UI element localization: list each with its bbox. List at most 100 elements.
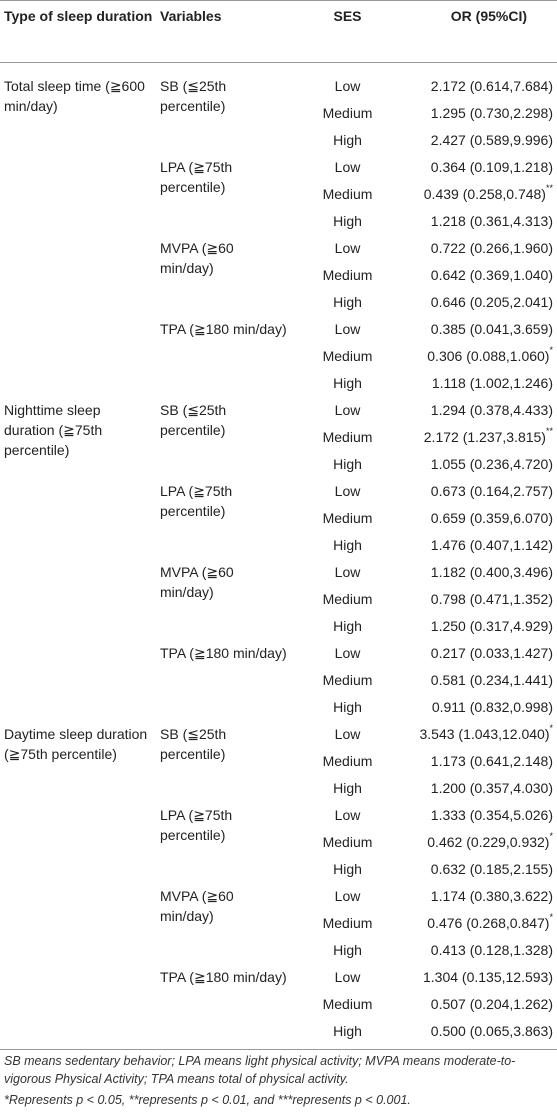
sleep-type-label: Daytime sleep duration (≧75th percentile… [4,726,148,762]
or-cell: 0.364 (0.109,1.218) [431,154,553,181]
or-value: 1.200 (0.357,4.030) [430,780,553,796]
or-value: 0.507 (0.204,1.262) [430,996,553,1012]
or-cell: 1.295 (0.730,2.298) [431,100,553,127]
or-value: 0.798 (0.471,1.352) [430,591,553,607]
table-row: Medium 0.642 (0.369,1.040) [0,262,557,289]
footnote-significance: *Represents p < 0.05, **represents p < 0… [4,1093,411,1107]
ses-cell: Medium [322,267,373,283]
or-cell: 1.182 (0.400,3.496) [431,559,553,586]
ses-cell: Low [334,726,361,742]
sleep-type-label: Nighttime sleep duration (≧75th percenti… [4,402,103,458]
table-row: High 0.500 (0.065,3.863) [0,1018,557,1045]
or-cell: 0.462 (0.229,0.932)* [427,829,553,856]
or-value: 0.646 (0.205,2.041) [430,294,553,310]
ses-cell: Medium [322,429,373,445]
ses-cell: High [333,132,362,148]
table-row: Medium 0.306 (0.088,1.060)* [0,343,557,370]
or-cell: 0.659 (0.359,6.070) [431,505,553,532]
or-value: 1.218 (0.361,4.313) [430,213,553,229]
ses-cell: High [333,294,362,310]
ses-cell: Medium [322,753,373,769]
significance-marker: ** [545,183,553,193]
table-row: Medium 2.172 (1.237,3.815)** [0,424,557,451]
or-value: 1.294 (0.378,4.433) [430,402,553,418]
ses-cell: High [333,213,362,229]
ses-cell: Medium [322,915,373,931]
ses-cell: High [333,618,362,634]
or-value: 1.304 (0.135,12.593) [423,969,553,985]
ses-cell: Low [334,402,361,418]
ses-cell: Low [334,240,361,256]
table-row: Medium 1.173 (0.641,2.148) [0,748,557,775]
header-ses: SES [333,8,362,24]
table-top-rule [0,0,557,1]
or-cell: 0.439 (0.258,0.748)** [424,181,553,208]
sleep-type-label: Total sleep time (≧600 min/day) [4,78,145,114]
table-row: High 2.427 (0.589,9.996) [0,127,557,154]
or-value: 0.385 (0.041,3.659) [430,321,553,337]
ses-cell: High [333,861,362,877]
table-row: Medium 1.295 (0.730,2.298) [0,100,557,127]
ses-cell: Medium [322,348,373,364]
ses-cell: Low [334,78,361,94]
header-rule [0,62,557,63]
or-cell: 0.500 (0.065,3.863) [431,1018,553,1045]
table-row: Low 0.385 (0.041,3.659) [0,316,557,343]
table-row: Medium 0.581 (0.234,1.441) [0,667,557,694]
or-value: 0.462 (0.229,0.932) [427,834,550,850]
or-value: 0.500 (0.065,3.863) [430,1023,553,1039]
or-value: 0.581 (0.234,1.441) [430,672,553,688]
ses-cell: Medium [322,996,373,1012]
or-value: 0.642 (0.369,1.040) [430,267,553,283]
or-value: 0.673 (0.164,2.757) [430,483,553,499]
ses-cell: High [333,1023,362,1039]
or-value: 1.295 (0.730,2.298) [430,105,553,121]
table-row: Low 1.333 (0.354,5.026) [0,802,557,829]
ses-cell: Low [334,159,361,175]
or-cell: 1.118 (1.002,1.246) [432,370,553,397]
or-value: 0.659 (0.359,6.070) [430,510,553,526]
table-row: High 0.632 (0.185,2.155) [0,856,557,883]
or-value: 1.476 (0.407,1.142) [430,537,553,553]
or-value: 0.476 (0.268,0.847) [427,915,550,931]
or-value: 1.333 (0.354,5.026) [430,807,553,823]
significance-marker: * [549,831,553,841]
or-cell: 0.911 (0.832,0.998) [432,694,553,721]
ses-cell: Low [334,969,361,985]
variable-label: MVPA (≧60 min/day) [160,564,234,600]
ses-cell: Low [334,483,361,499]
variable-label: TPA (≧180 min/day) [160,321,287,337]
table-row: Low 2.172 (0.614,7.684) [0,73,557,100]
ses-cell: High [333,375,362,391]
or-cell: 1.055 (0.236,4.720) [431,451,553,478]
or-cell: 1.218 (0.361,4.313) [431,208,553,235]
or-cell: 0.581 (0.234,1.441) [431,667,553,694]
or-value: 0.439 (0.258,0.748) [423,186,546,202]
ses-cell: Medium [322,105,373,121]
table-bottom-rule [0,1049,557,1050]
or-cell: 3.543 (1.043,12.040)* [419,721,553,748]
or-cell: 0.385 (0.041,3.659) [431,316,553,343]
variable-label: SB (≦25th percentile) [160,402,227,438]
table-row: High 1.250 (0.317,4.929) [0,613,557,640]
or-value: 1.182 (0.400,3.496) [430,564,553,580]
or-cell: 0.476 (0.268,0.847)* [427,910,553,937]
table-row: Low 1.174 (0.380,3.622) [0,883,557,910]
table-row: Medium 0.476 (0.268,0.847)* [0,910,557,937]
ses-cell: High [333,942,362,958]
table-row: High 1.218 (0.361,4.313) [0,208,557,235]
or-value: 1.055 (0.236,4.720) [430,456,553,472]
table-row: High 1.476 (0.407,1.142) [0,532,557,559]
table-row: Low 1.182 (0.400,3.496) [0,559,557,586]
table-row: Low 1.294 (0.378,4.433) [0,397,557,424]
or-value: 0.413 (0.128,1.328) [430,942,553,958]
table-row: Low 1.304 (0.135,12.593) [0,964,557,991]
or-value: 0.911 (0.832,0.998) [431,699,553,715]
table-row: Medium 0.507 (0.204,1.262) [0,991,557,1018]
variable-label: LPA (≧75th percentile) [160,483,233,519]
or-value: 2.172 (0.614,7.684) [430,78,553,94]
table-row: Medium 0.439 (0.258,0.748)** [0,181,557,208]
or-cell: 0.646 (0.205,2.041) [431,289,553,316]
ses-cell: Medium [322,591,373,607]
